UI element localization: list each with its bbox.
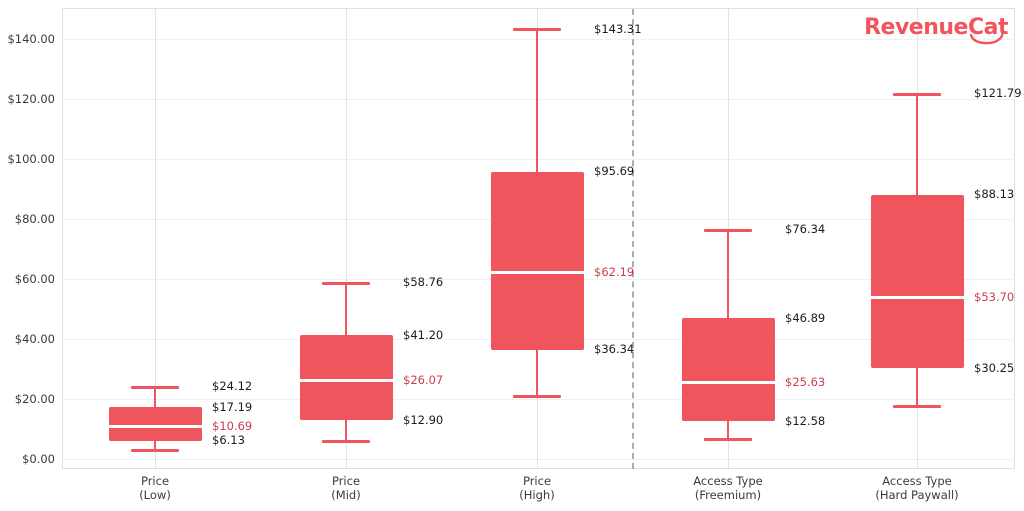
- whisker-cap-top: [704, 228, 752, 232]
- h-gridline: [63, 458, 1015, 460]
- y-tick-label: $120.00: [7, 91, 55, 106]
- y-tick-label: $140.00: [7, 31, 55, 46]
- value-label-median: $10.69: [212, 419, 253, 434]
- x-tick-line2: (Mid): [331, 487, 361, 502]
- median-line: [108, 425, 202, 429]
- h-gridline: [63, 398, 1015, 400]
- x-tick-label: Price (High): [452, 474, 622, 502]
- whisker-cap-bottom: [893, 405, 941, 409]
- x-tick-line1: Access Type: [882, 474, 952, 488]
- whisker-cap-top: [893, 92, 941, 96]
- value-label-q1: $30.25: [974, 360, 1015, 375]
- h-gridline: [63, 38, 1015, 40]
- box: [108, 407, 202, 441]
- median-line: [490, 270, 584, 274]
- value-label-whisker_high: $24.12: [212, 379, 253, 394]
- section-divider-line: [631, 9, 634, 469]
- value-label-q1: $12.90: [403, 412, 444, 427]
- whisker-cap-bottom: [322, 440, 370, 444]
- x-tick-label: Price (Mid): [261, 474, 431, 502]
- value-label-q1: $12.58: [785, 413, 826, 428]
- value-label-q3: $95.69: [594, 164, 635, 179]
- whisker-cap-top: [131, 385, 179, 389]
- value-label-q1: $36.34: [594, 342, 635, 357]
- x-tick-line2: (Hard Paywall): [875, 487, 959, 502]
- x-tick-label: Price (Low): [70, 474, 240, 502]
- y-tick-label: $60.00: [14, 271, 55, 286]
- y-tick-label: $80.00: [14, 211, 55, 226]
- value-label-whisker_high: $121.79: [974, 86, 1022, 101]
- median-line: [299, 379, 393, 383]
- value-label-median: $26.07: [403, 373, 444, 388]
- y-tick-label: $40.00: [14, 331, 55, 346]
- value-label-whisker_high: $143.31: [594, 21, 642, 36]
- box: [490, 171, 584, 350]
- whisker-cap-bottom: [513, 394, 561, 398]
- y-tick-label: $0.00: [22, 451, 55, 466]
- value-label-median: $62.19: [594, 264, 635, 279]
- y-tick-label: $20.00: [14, 391, 55, 406]
- revenuecat-logo: RevenueCat: [864, 15, 1009, 45]
- logo-text-revenue: Revenue: [864, 15, 968, 40]
- logo-text-cat: Cat: [968, 15, 1009, 45]
- x-tick-line1: Price: [140, 474, 170, 488]
- cat-tail-icon: [969, 28, 1005, 45]
- h-gridline: [63, 98, 1015, 100]
- x-tick-label: Access Type (Hard Paywall): [832, 474, 1002, 502]
- whisker-cap-top: [322, 281, 370, 285]
- x-tick-line1: Price: [331, 474, 361, 488]
- whisker-cap-bottom: [704, 438, 752, 442]
- value-label-q3: $17.19: [212, 399, 253, 414]
- x-tick-label: Access Type (Freemium): [643, 474, 813, 502]
- x-tick-line2: (High): [519, 487, 555, 502]
- value-label-whisker_high: $76.34: [785, 222, 826, 237]
- x-tick-line1: Access Type: [693, 474, 763, 488]
- h-gridline: [63, 158, 1015, 160]
- value-label-q3: $41.20: [403, 327, 444, 342]
- v-gridline: [154, 9, 156, 469]
- median-line: [681, 380, 775, 384]
- y-tick-label: $100.00: [7, 151, 55, 166]
- value-label-q3: $88.13: [974, 187, 1015, 202]
- box: [299, 335, 393, 421]
- x-tick-line1: Price: [522, 474, 552, 488]
- whisker-cap-bottom: [131, 448, 179, 452]
- value-label-median: $25.63: [785, 374, 826, 389]
- x-tick-line2: (Freemium): [694, 487, 762, 502]
- v-gridline: [345, 9, 347, 469]
- value-label-whisker_high: $58.76: [403, 275, 444, 290]
- box: [870, 194, 964, 369]
- x-tick-line2: (Low): [139, 487, 171, 502]
- value-label-median: $53.70: [974, 290, 1015, 305]
- median-line: [870, 296, 964, 300]
- whisker-cap-top: [513, 28, 561, 32]
- box: [681, 318, 775, 422]
- value-label-q1: $6.13: [212, 433, 245, 448]
- value-label-q3: $46.89: [785, 310, 826, 325]
